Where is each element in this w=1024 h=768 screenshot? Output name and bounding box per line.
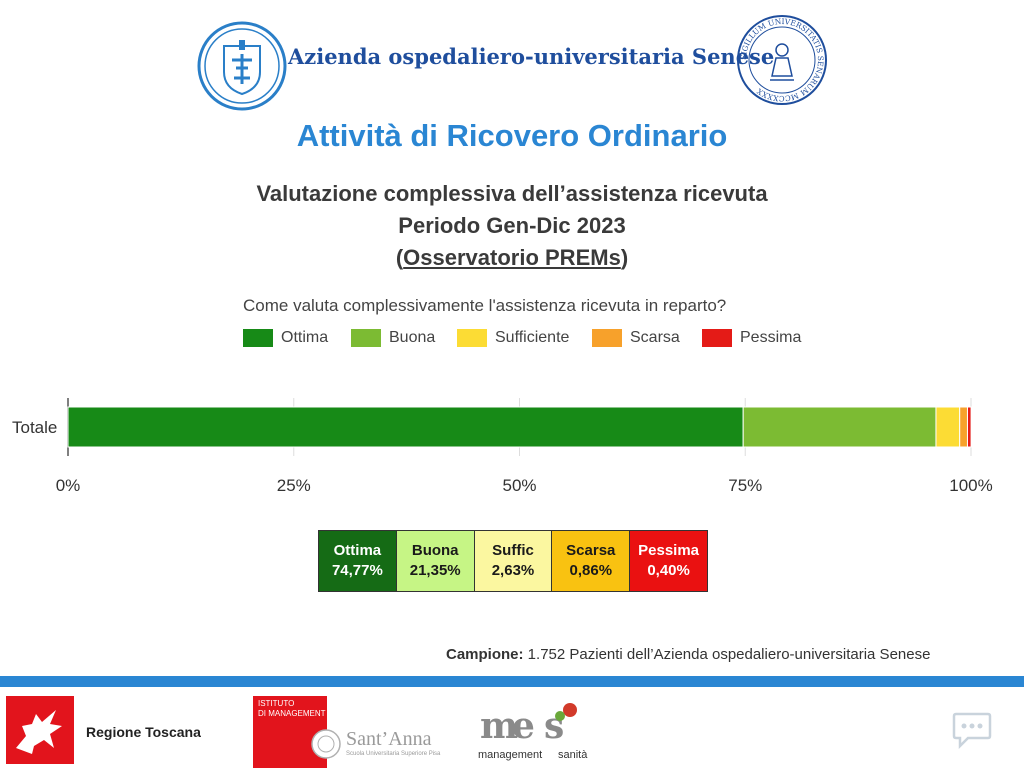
value-summary-table: Ottima 74,77% Buona 21,35% Suffic 2,63% Sca… — [318, 530, 708, 592]
santanna-name: Sant’Anna — [346, 728, 432, 750]
value-cell-value: 74,77% — [331, 562, 383, 579]
legend-item-sufficiente: Sufficiente — [457, 328, 569, 348]
value-cell-label: Buona — [411, 542, 459, 559]
x-tick-label: 25% — [277, 476, 311, 495]
value-cell-value: 0,40% — [647, 562, 690, 579]
value-cell-scarsa: Scarsa 0,86% — [551, 530, 631, 592]
regione-toscana-logo — [6, 696, 74, 764]
mes-flower-icon — [563, 703, 577, 717]
legend-item-buona: Buona — [351, 328, 435, 348]
chart-question: Come valuta complessivamente l'assistenz… — [243, 296, 727, 315]
page-title: Attività di Ricovero Ordinario — [296, 118, 728, 153]
subtitle-paren-open: ( — [395, 245, 404, 270]
observatory-link[interactable]: Osservatorio PREMs — [403, 245, 621, 270]
legend-swatch-pessima — [702, 329, 732, 347]
mes-logo-mark: m — [480, 705, 518, 747]
x-tick-label: 75% — [728, 476, 762, 495]
bar-segment-ottima — [67, 406, 744, 448]
legend-swatch-buona — [351, 329, 381, 347]
pegasus-icon — [16, 710, 62, 754]
value-cell-buona: Buona 21,35% — [395, 530, 475, 592]
legend-label-sufficiente: Sufficiente — [495, 329, 570, 346]
istituto-management-label: ISTITUTO DI MANAGEMENT — [258, 699, 326, 718]
legend-swatch-ottima — [243, 329, 273, 347]
santanna-subtitle: Scuola Universitaria Superiore Pisa — [346, 751, 441, 757]
mes-logo-mark: e — [512, 705, 535, 747]
value-cell-value: 2,63% — [491, 562, 535, 579]
mes-label-left: management — [478, 749, 542, 761]
legend-label-scarsa: Scarsa — [630, 329, 680, 346]
sample-text: 1.752 Pazienti dell’Azienda ospedaliero-… — [523, 646, 931, 663]
value-cell-label: Suffic — [492, 542, 534, 559]
legend-swatch-scarsa — [592, 329, 622, 347]
x-tick-label: 50% — [502, 476, 536, 495]
value-cell-label: Pessima — [638, 542, 700, 559]
legend-item-ottima: Ottima — [243, 328, 328, 348]
footer — [0, 688, 1024, 768]
subtitle-line-1: Valutazione complessiva dell’assistenza … — [256, 181, 768, 206]
legend-label-ottima: Ottima — [281, 329, 329, 346]
category-label-totale: Totale — [12, 418, 57, 437]
bar-segment-buona — [742, 406, 937, 448]
istituto-management-block — [253, 696, 327, 768]
subtitle-line-2: Periodo Gen-Dic 2023 — [398, 213, 626, 238]
sample-note: Campione: 1.752 Pazienti dell’Azienda os… — [446, 646, 930, 663]
value-cell-value: 0,86% — [569, 562, 613, 579]
legend-swatch-sufficiente — [457, 329, 487, 347]
x-tick-label: 0% — [56, 476, 81, 495]
chart-x-ticks: 0% 25% 50% 75% 100% — [56, 476, 993, 495]
legend-label-pessima: Pessima — [740, 329, 802, 346]
sample-label: Campione: — [446, 646, 524, 663]
seal-text: SIGILLUM UNIVERSITATIS SENARUM MCCXXXX — [739, 17, 825, 103]
bar-segment-sufficiente — [935, 406, 961, 448]
value-cell-sufficiente: Suffic 2,63% — [473, 530, 553, 592]
value-cell-label: Scarsa — [566, 542, 616, 559]
legend-item-pessima: Pessima — [702, 328, 801, 348]
subtitle-paren-close: ) — [620, 245, 629, 270]
mes-leaf-icon — [555, 711, 565, 721]
mes-label-right: sanità — [558, 749, 588, 761]
hospital-crest-icon — [197, 21, 287, 111]
footer-divider-bar — [0, 676, 1024, 687]
bar-segment-scarsa — [959, 406, 968, 448]
org-name: Azienda ospedaliero-universitaria Senese — [288, 44, 775, 69]
chat-bubble-icon[interactable] — [950, 708, 994, 752]
regione-toscana-label: Regione Toscana — [86, 724, 201, 740]
legend-item-scarsa: Scarsa — [592, 328, 680, 348]
legend-label-buona: Buona — [389, 329, 436, 346]
stacked-bar-chart: 0% 25% 50% 75% 100% Totale — [12, 398, 993, 495]
santanna-seal-icon — [311, 729, 341, 759]
x-tick-label: 100% — [949, 476, 992, 495]
mes-logo: m e s management sanità — [478, 703, 588, 761]
value-cell-value: 21,35% — [409, 562, 461, 579]
chart-bars — [67, 406, 972, 448]
university-seal-icon: SIGILLUM UNIVERSITATIS SENARUM MCCXXXX — [737, 15, 827, 105]
bar-segment-pessima — [966, 406, 972, 448]
value-cell-pessima: Pessima 0,40% — [629, 530, 708, 592]
subtitle-line-3: (Osservatorio PREMs) — [0, 245, 1024, 271]
value-cell-label: Ottima — [333, 542, 382, 559]
value-cell-ottima: Ottima 74,77% — [318, 530, 397, 592]
